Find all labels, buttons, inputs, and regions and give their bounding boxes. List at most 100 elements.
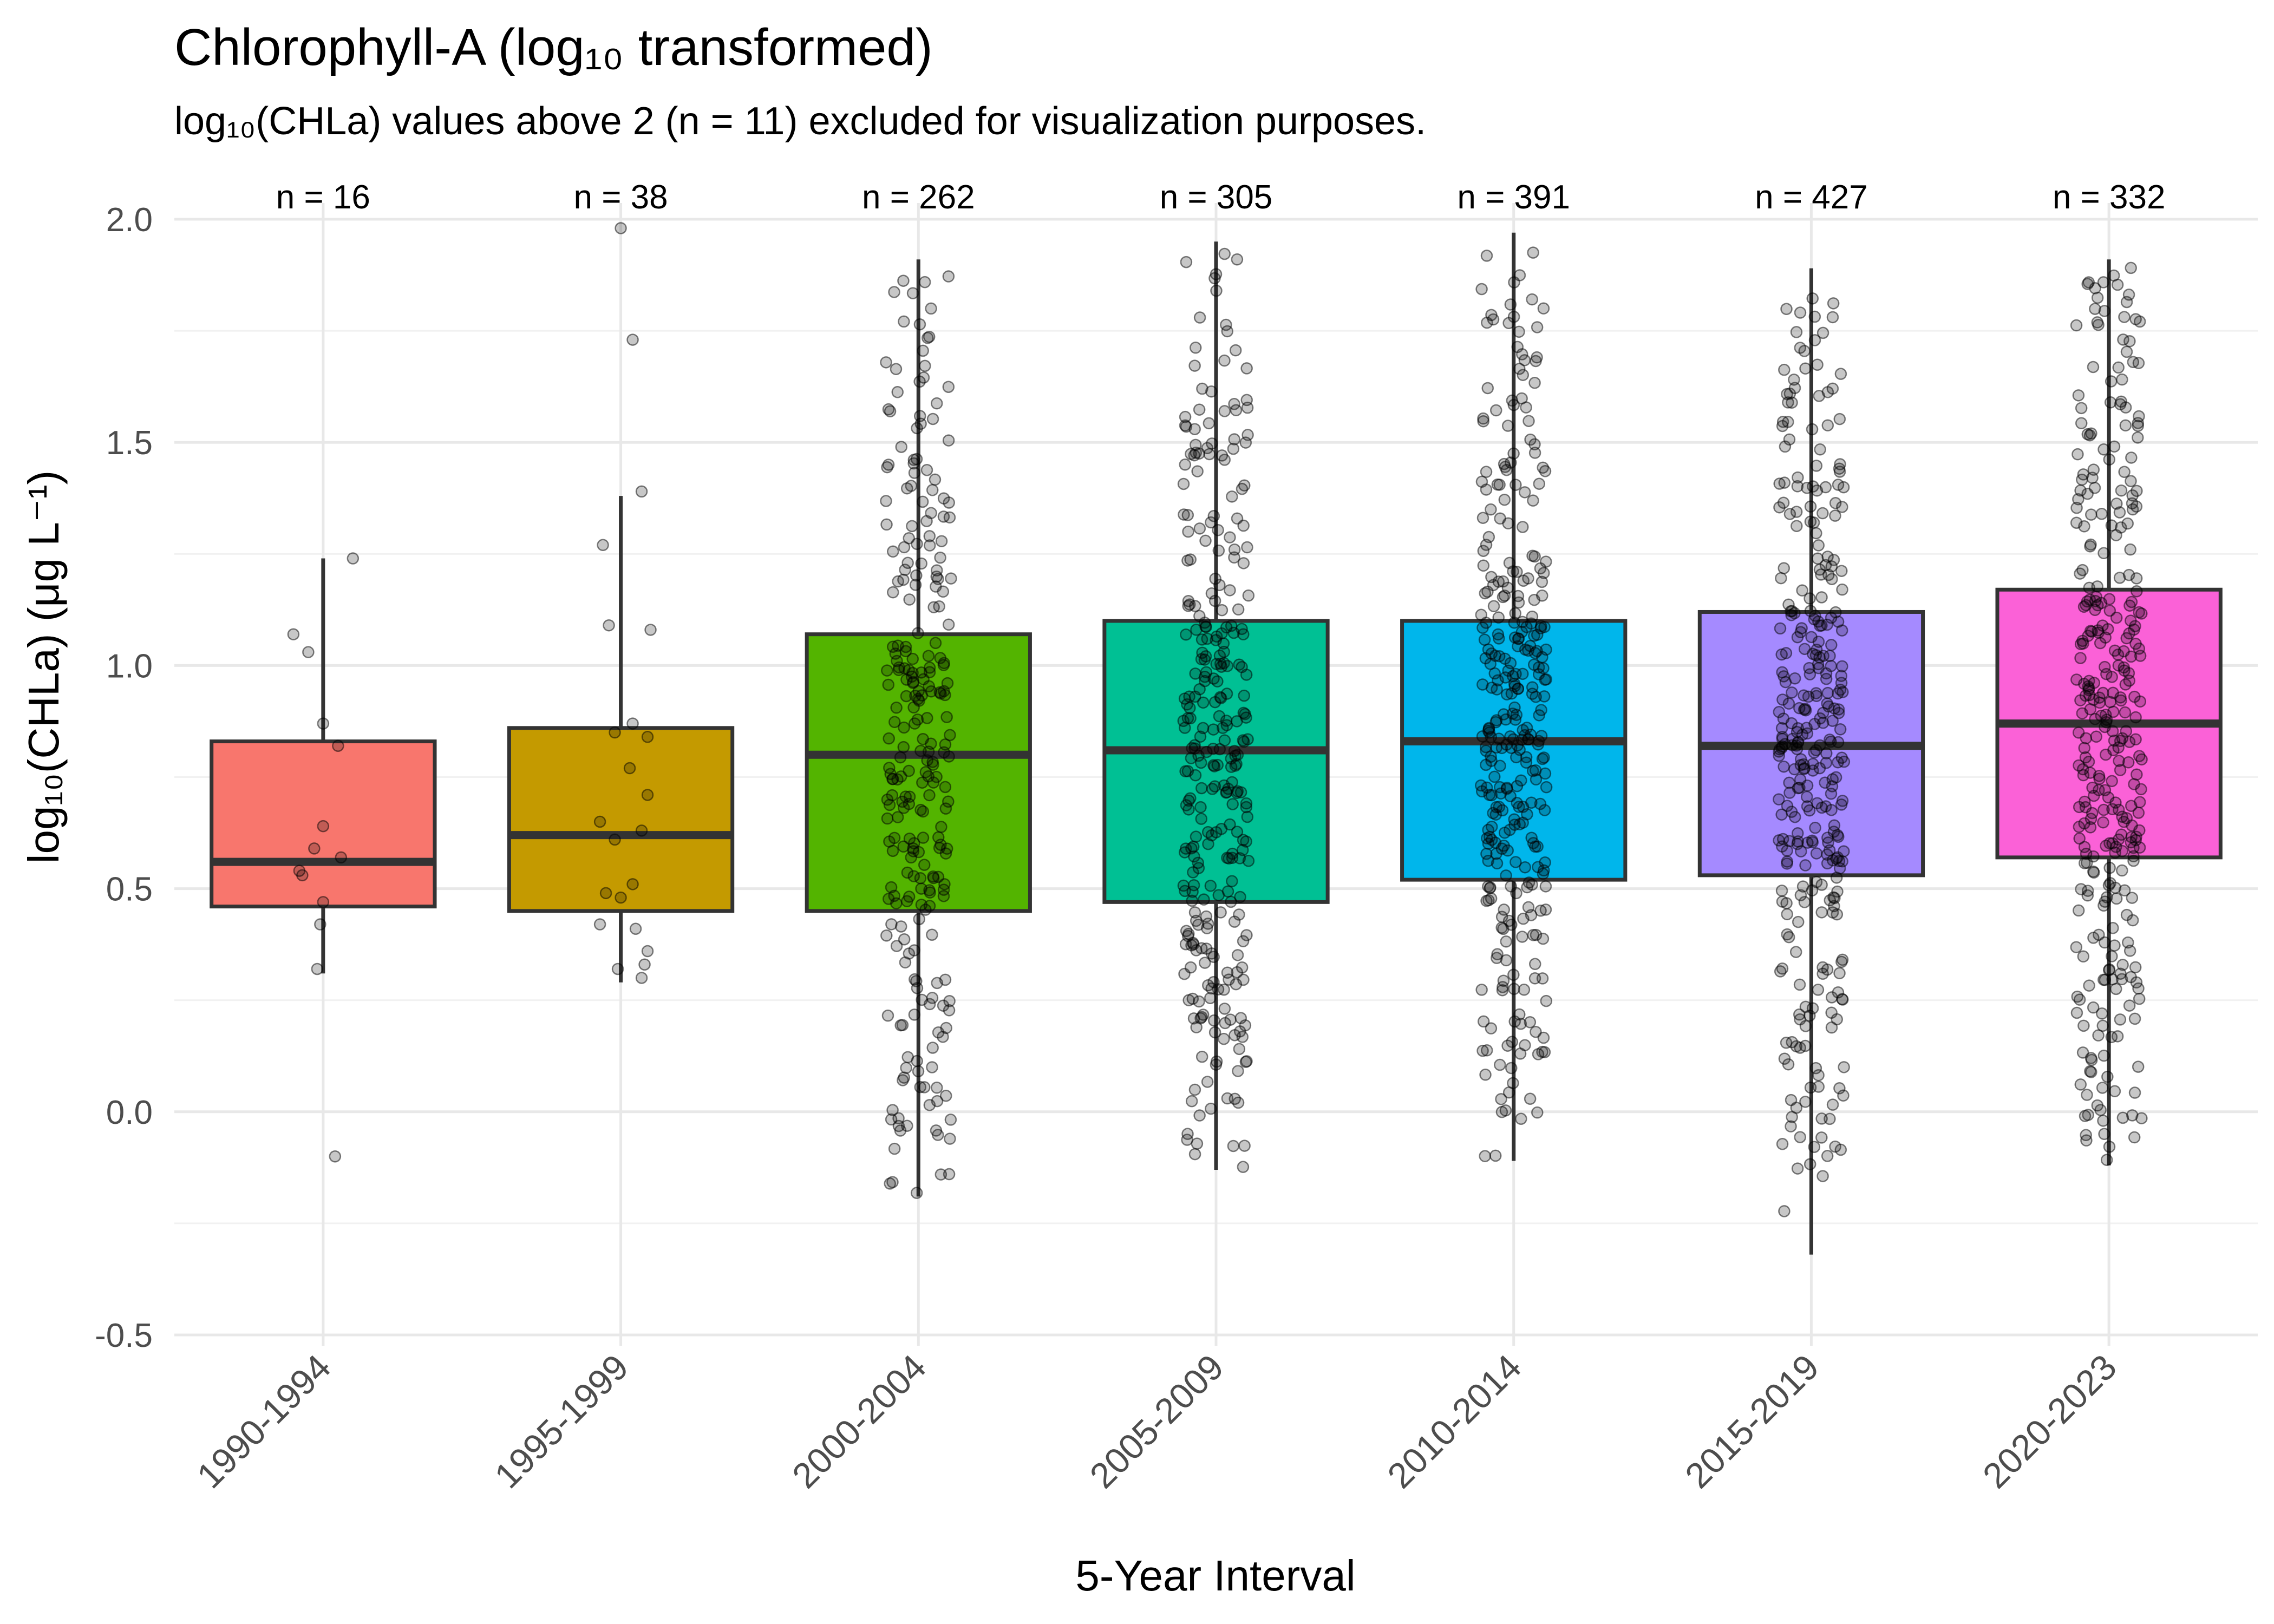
x-tick-label: 1990-1994 <box>189 1347 338 1496</box>
data-point <box>1483 789 1496 801</box>
y-tick-label: -0.5 <box>95 1317 153 1354</box>
data-point <box>1193 403 1206 416</box>
n-label: n = 427 <box>1755 179 1868 216</box>
data-point <box>2103 861 2116 874</box>
data-point <box>1821 1150 1834 1162</box>
data-point <box>2076 634 2089 647</box>
data-point <box>2073 832 2086 845</box>
data-point <box>1205 587 1218 600</box>
data-point <box>1204 880 1217 892</box>
data-point <box>884 405 897 417</box>
data-point <box>1477 1015 1490 1028</box>
data-point <box>882 893 895 905</box>
data-point <box>1788 672 1801 685</box>
data-point <box>1185 752 1198 764</box>
data-point <box>1218 1032 1230 1045</box>
data-point <box>1231 785 1244 798</box>
data-point <box>1188 1148 1201 1161</box>
data-point <box>2079 801 2092 814</box>
data-point <box>1827 297 1840 310</box>
data-point <box>1212 983 1225 996</box>
data-point <box>1526 764 1539 777</box>
data-point <box>929 637 942 650</box>
data-point <box>1810 690 1823 702</box>
data-point <box>901 1051 914 1064</box>
data-point <box>2070 516 2083 529</box>
data-point <box>2081 1089 2093 1101</box>
data-point <box>1527 494 1539 507</box>
data-point <box>1538 751 1550 764</box>
data-point <box>1218 354 1231 367</box>
data-point <box>922 332 934 344</box>
data-point <box>1539 465 1552 477</box>
data-point <box>1511 566 1523 578</box>
data-point <box>1833 412 1846 425</box>
data-point <box>1183 690 1195 703</box>
data-point <box>903 532 915 545</box>
data-point <box>1517 574 1530 587</box>
data-point <box>1231 253 1244 266</box>
data-point <box>2121 517 2134 530</box>
data-point <box>916 993 928 1006</box>
x-axis-ticks: 1990-1994 1995-1999 2000-2004 2005-2009 2010… <box>189 1347 2124 1496</box>
data-point <box>2089 713 2101 725</box>
data-point <box>2115 973 2128 986</box>
data-point <box>907 676 920 689</box>
data-point <box>2097 899 2110 912</box>
data-point <box>2118 884 2131 896</box>
data-point <box>1240 362 1253 375</box>
data-point <box>1821 697 1833 710</box>
data-point <box>1481 382 1494 395</box>
data-point <box>1181 554 1194 567</box>
data-point <box>1207 742 1219 755</box>
data-point <box>937 890 950 902</box>
data-point <box>1208 1014 1220 1027</box>
data-point <box>934 551 946 564</box>
data-point <box>1778 363 1791 376</box>
data-point <box>910 453 923 466</box>
data-point <box>897 741 910 754</box>
data-point <box>1806 1002 1819 1014</box>
data-point <box>2097 1049 2110 1062</box>
data-point <box>1808 746 1820 759</box>
data-point <box>935 839 947 851</box>
data-point <box>1231 512 1244 525</box>
data-point <box>2116 959 2129 971</box>
data-point <box>882 678 894 691</box>
data-point <box>2132 807 2145 819</box>
data-point <box>882 459 895 471</box>
data-point <box>930 397 943 410</box>
data-point <box>898 721 910 734</box>
data-point <box>1785 608 1798 621</box>
box-1990-1994 <box>210 739 437 909</box>
data-point <box>920 464 933 476</box>
data-point <box>2106 775 2118 788</box>
data-point <box>935 687 947 700</box>
data-point <box>1777 496 1790 509</box>
data-point <box>1190 830 1203 843</box>
data-point <box>932 1129 944 1141</box>
data-point <box>1834 1143 1847 1156</box>
data-point <box>1529 958 1541 971</box>
data-point <box>1486 821 1498 833</box>
data-point <box>898 802 910 814</box>
data-point <box>1833 466 1846 478</box>
data-point <box>920 515 933 527</box>
data-point <box>1831 851 1844 863</box>
data-point <box>935 821 948 833</box>
data-point <box>905 851 918 864</box>
data-point <box>2104 396 2117 409</box>
data-point <box>2115 521 2127 534</box>
data-point <box>1229 759 1241 772</box>
n-label: n = 38 <box>574 179 668 216</box>
y-tick-label: 0.5 <box>106 871 153 908</box>
data-point <box>926 484 939 496</box>
data-point <box>1806 836 1819 849</box>
data-point <box>2128 1131 2141 1144</box>
data-point <box>1833 1082 1846 1095</box>
data-point <box>1493 632 1505 645</box>
data-point <box>2094 1104 2107 1116</box>
data-point <box>1216 604 1229 617</box>
data-point <box>2120 632 2133 645</box>
data-point <box>609 726 621 739</box>
